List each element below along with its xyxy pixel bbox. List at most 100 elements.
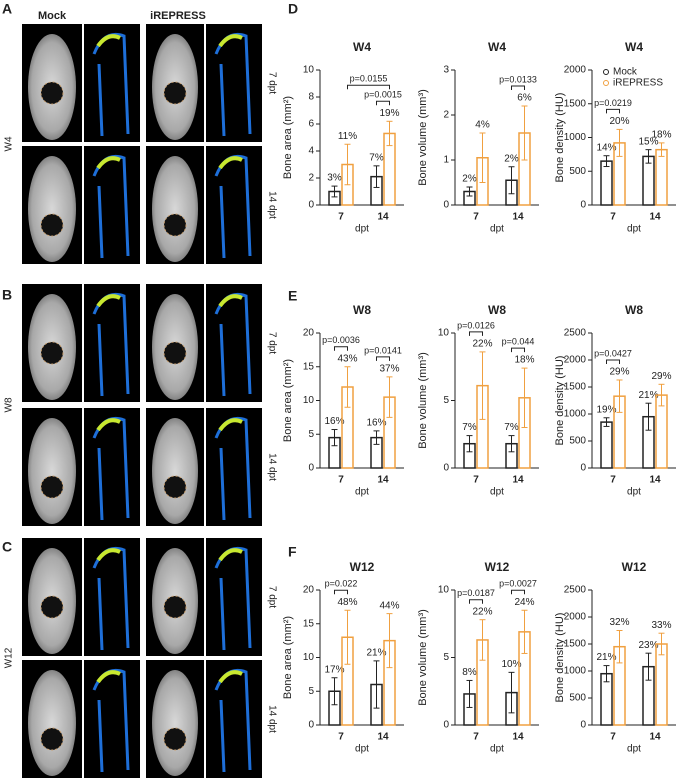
significance-bracket (347, 84, 390, 90)
significance-bracket (511, 589, 525, 595)
row-label: W12 (4, 647, 15, 668)
y-axis-label: Bone volume (mm³) (417, 609, 429, 706)
p-value: p=0.0155 (350, 74, 388, 84)
skull-image (22, 660, 82, 778)
row-label: W8 (4, 397, 15, 412)
significance-bracket (511, 85, 525, 90)
y-axis-label: Bone density (HU) (554, 93, 566, 183)
error-bar (331, 677, 338, 706)
y-tick-label: 500 (569, 166, 586, 177)
percent-label: 6% (517, 93, 532, 104)
x-tick-label: 14 (377, 732, 389, 743)
error-bar (479, 132, 486, 183)
y-tick-label: 2000 (564, 65, 587, 76)
percent-label: 21% (596, 652, 616, 663)
y-tick-label: 6 (308, 119, 314, 130)
x-tick-label: 7 (610, 475, 616, 486)
legend-marker (603, 69, 609, 75)
x-tick-label: 7 (610, 212, 616, 223)
y-tick-label: 10 (438, 328, 450, 339)
percent-label: 2% (504, 153, 519, 164)
error-bar (373, 165, 380, 188)
bar (600, 421, 613, 469)
y-tick-label: 3 (443, 65, 449, 76)
error-bar (521, 609, 528, 654)
image-bg (206, 408, 262, 526)
y-tick-label: 0 (443, 720, 449, 731)
p-value: p=0.022 (325, 579, 358, 589)
error-bar (645, 149, 652, 164)
percent-label: 23% (638, 640, 658, 651)
percent-label: 16% (366, 418, 386, 429)
percent-label: 21% (638, 390, 658, 401)
image-bg (206, 284, 262, 402)
error-bar (479, 351, 486, 420)
skull-image (146, 146, 204, 264)
y-tick-label: 10 (303, 65, 315, 76)
y-tick-label: 20 (303, 585, 315, 596)
skull (152, 670, 198, 776)
p-value: p=0.0036 (322, 335, 360, 345)
error-bar (466, 186, 473, 197)
error-bar (344, 609, 351, 665)
legend-label: Mock (613, 67, 638, 78)
skull-image (146, 660, 204, 778)
x-axis-label: dpt (355, 744, 369, 755)
image-bg (206, 146, 262, 264)
defect (163, 341, 187, 365)
panel-letter: D (288, 1, 298, 17)
time-label: 7 dpt (266, 72, 277, 94)
defect (40, 81, 64, 105)
percent-label: 18% (651, 130, 671, 141)
y-tick-label: 0 (443, 200, 449, 211)
chart-title: W8 (353, 303, 371, 317)
percent-label: 43% (337, 353, 357, 364)
error-bar (521, 367, 528, 428)
skull-image (146, 284, 204, 402)
y-tick-label: 5 (443, 652, 449, 663)
x-tick-label: 14 (512, 732, 524, 743)
skull-image (22, 408, 82, 526)
error-bar (466, 435, 473, 453)
error-bar (616, 128, 623, 157)
x-tick-label: 7 (338, 475, 344, 486)
error-bar (645, 402, 652, 431)
defect (163, 595, 187, 619)
y-tick-label: 0 (308, 463, 314, 474)
percent-label: 7% (462, 422, 477, 433)
ct-slice-image (84, 538, 140, 656)
defect (163, 727, 187, 751)
x-tick-label: 7 (610, 732, 616, 743)
error-bar (373, 660, 380, 709)
image-bg (84, 24, 140, 142)
y-tick-label: 2 (308, 173, 314, 184)
defect (40, 727, 64, 751)
y-tick-label: 0 (308, 720, 314, 731)
percent-label: 19% (379, 108, 399, 119)
percent-label: 4% (475, 120, 490, 131)
ct-slice-image (206, 660, 262, 778)
legend-label: iREPRESS (613, 78, 663, 89)
percent-label: 22% (472, 339, 492, 350)
error-bar (386, 613, 393, 669)
percent-label: 48% (337, 597, 357, 608)
skull (28, 156, 76, 262)
panel-letter: A (2, 1, 12, 17)
x-tick-label: 14 (512, 212, 524, 223)
row-label: W4 (4, 136, 15, 151)
bone-dense (96, 156, 121, 170)
percent-label: 29% (609, 367, 629, 378)
y-tick-label: 8 (308, 92, 314, 103)
p-value: p=0.0141 (364, 345, 402, 355)
y-tick-label: 500 (569, 693, 586, 704)
y-tick-label: 1 (443, 155, 449, 166)
error-bar (658, 142, 665, 157)
p-value: p=0.0427 (594, 348, 632, 358)
y-tick-label: 5 (308, 686, 314, 697)
ct-slice-image (206, 538, 262, 656)
image-bg (84, 284, 140, 402)
time-label: 7 dpt (266, 586, 277, 608)
y-axis-label: Bone density (HU) (554, 613, 566, 703)
image-bg (206, 538, 262, 656)
x-tick-label: 14 (649, 732, 661, 743)
